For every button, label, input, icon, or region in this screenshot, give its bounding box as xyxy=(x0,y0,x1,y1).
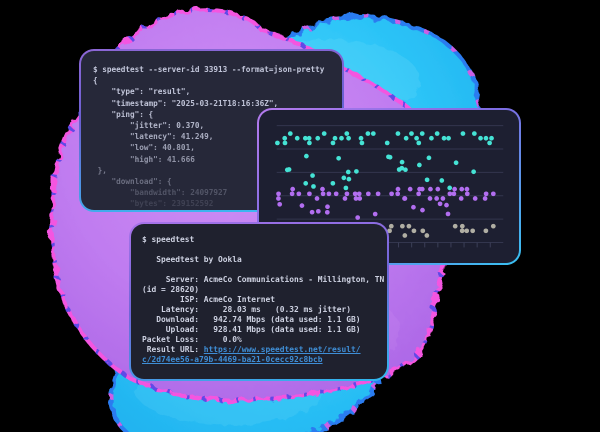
terminal-json-output: $ speedtest --server-id 33913 --format=j… xyxy=(93,64,332,210)
terminal-line: Upload: 928.41 Mbps (data used: 1.1 GB) xyxy=(142,325,361,334)
terminal-line: Result URL: https://www.speedtest.net/re… xyxy=(142,345,361,354)
terminal-line: Speedtest by Ookla xyxy=(142,255,242,264)
terminal-line: "type": "result", xyxy=(93,87,191,97)
terminal-line: "timestamp": "2025-03-21T18:16:36Z", xyxy=(93,98,279,108)
terminal-line: { xyxy=(93,76,98,86)
terminal-line: Download: 942.74 Mbps (data used: 1.1 GB… xyxy=(142,315,361,324)
terminal-line: "ping": { xyxy=(93,109,154,119)
terminal-result-output: $ speedtest Speedtest by Ookla Server: A… xyxy=(142,235,385,365)
terminal-line: "jitter": 0.370, xyxy=(93,121,205,131)
terminal-line: $ speedtest --server-id 33913 --format=j… xyxy=(93,65,325,74)
terminal-line xyxy=(142,265,383,275)
result-url-link[interactable]: c/2d74ee56-a79b-4469-ba21-0cecc92c8bcb xyxy=(142,355,323,364)
terminal-line: "bandwidth": 24097927 xyxy=(93,188,228,198)
terminal-line: Packet Loss: 0.0% xyxy=(142,335,242,344)
result-url-link[interactable]: https://www.speedtest.net/result/ xyxy=(203,345,361,354)
terminal-line: ISP: AcmeCo Internet xyxy=(142,295,276,304)
terminal-line: c/2d74ee56-a79b-4469-ba21-0cecc92c8bcb xyxy=(142,355,383,365)
terminal-line: Server: AcmeCo Communications - Millingt… xyxy=(142,275,385,284)
terminal-window-result: $ speedtest Speedtest by Ookla Server: A… xyxy=(129,222,389,381)
terminal-line: "download": { xyxy=(93,177,172,187)
terminal-line: (id = 28620) xyxy=(142,285,200,294)
terminal-line: }, xyxy=(93,165,107,175)
terminal-result-body: $ speedtest Speedtest by Ookla Server: A… xyxy=(131,224,387,379)
terminal-line: "low": 40.801, xyxy=(93,143,195,153)
terminal-line: "bytes": 239152592 xyxy=(93,199,214,209)
terminal-line: "latency": 41.249, xyxy=(93,132,214,142)
terminal-line: $ speedtest xyxy=(142,235,195,244)
terminal-line xyxy=(142,245,383,255)
terminal-line: Latency: 28.03 ms (0.32 ms jitter) xyxy=(142,305,352,314)
terminal-line: "high": 41.666 xyxy=(93,154,195,164)
